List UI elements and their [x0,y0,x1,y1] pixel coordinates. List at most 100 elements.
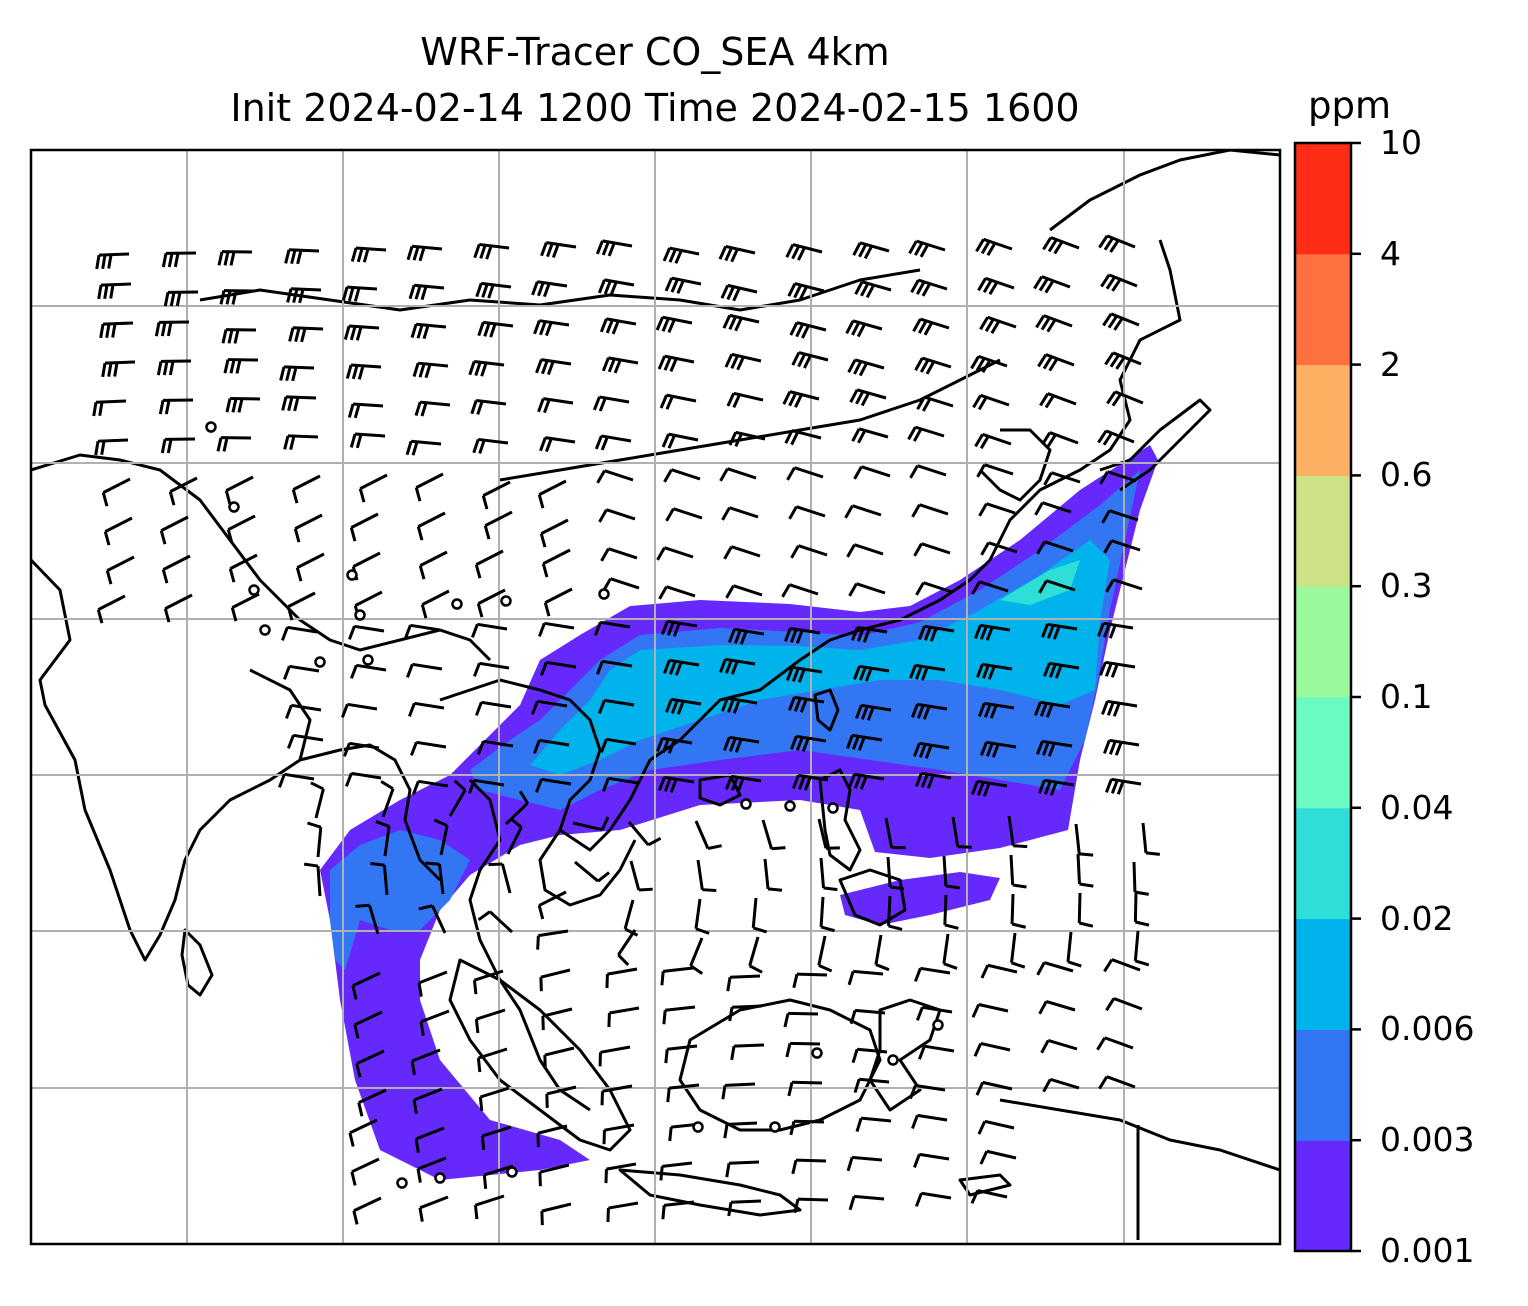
wind-barb [602,577,640,592]
wind-barb [538,1163,570,1187]
wind-barb-feather [1097,622,1105,637]
wind-barb [1106,390,1144,407]
wind-barb-feather [803,776,812,791]
wind-barb [94,438,129,456]
wind-barb-feather [915,1192,923,1207]
wind-barb-feather [480,362,488,377]
wind-barb-shaft [793,1119,825,1124]
wind-barb-feather [655,316,664,331]
wind-barb-feather [989,704,998,719]
wind-barb-feather [405,440,413,456]
wind-barb-shaft [354,590,383,607]
wind-barb [1007,815,1028,849]
wind-barb-feather [223,251,230,266]
wind-barb-feather [674,661,683,676]
wind-barb [408,283,445,301]
wind-barb-shaft [475,549,504,566]
wind-barb [1034,501,1072,516]
wind-barb [161,554,191,584]
wind-barb-feather [980,240,991,255]
wind-barb-feather [468,779,476,794]
wind-barb-shaft [415,1126,445,1141]
wind-barb-feather [408,284,416,300]
wind-barb-shaft [921,542,951,555]
wind-barb-feather [985,742,994,757]
coastline-philippines-luzon [818,768,862,872]
calm-wind-marker [396,1177,408,1189]
wind-barb-shaft [923,581,953,594]
calm-wind-marker [769,1121,781,1133]
wind-barb-shaft [541,1202,572,1213]
wind-barb [539,436,576,453]
wind-barb [724,352,762,371]
wind-barb-feather [285,366,292,382]
wind-barb-feather [347,287,355,302]
wind-barb [943,894,959,930]
wind-barb-shaft [694,820,710,850]
wind-barb-feather [551,243,560,259]
wind-barb-shaft [1007,815,1015,846]
colorbar-tick-label: 4 [1380,233,1401,273]
wind-barb-feather [592,396,601,411]
wind-barb-shaft [600,1045,631,1054]
wind-barb-feather [728,431,738,446]
wind-barb [420,589,450,619]
wind-barb-shaft [858,1077,890,1084]
map-frame [29,148,1282,1246]
wind-barb [538,621,575,637]
wind-barb [1105,777,1142,795]
wind-barb-feather [848,1195,856,1211]
wind-barb [353,1010,383,1039]
wind-barb-shaft [291,703,322,712]
wind-barb-feather [408,702,416,717]
wind-barb [414,472,444,502]
wind-barb-feather [1108,624,1117,639]
wind-barb-feather [1038,779,1046,794]
wind-barb [349,432,386,449]
wind-barb-shaft [1133,891,1138,923]
wind-barb-feather [974,433,984,448]
wind-barb-feather [790,544,800,559]
wind-barb-feather [352,1210,359,1225]
wind-barb-shaft [296,552,325,569]
wind-barb-feather [1040,1039,1050,1054]
wind-barb [1101,699,1138,717]
wind-barb-feather [916,704,925,719]
wind-barb [911,503,949,518]
wind-barb-feather [154,322,161,337]
wind-barb-shaft [856,582,886,595]
wind-barb-shaft [418,970,448,985]
calm-wind-marker [887,1054,899,1066]
wind-barb [665,507,703,522]
wind-barb [915,771,952,789]
wind-barb-feather [103,284,109,299]
wind-barb-shaft [481,700,512,709]
map-title-line1: WRF-Tracer CO_SEA 4km [420,30,890,74]
wind-barb-feather [350,247,358,262]
wind-barb-feather [913,242,924,256]
wind-barb-shaft [1111,539,1141,552]
wind-barb-feather [923,321,934,336]
wind-barb-feather [988,281,999,295]
wind-barb-shaft [667,1044,698,1051]
wind-barb-feather [851,1048,859,1064]
wind-barb-feather [855,390,865,405]
wind-barb [545,1085,577,1109]
wind-barb-feather [920,773,929,788]
wind-barb-shaft [608,1201,639,1210]
wind-barb-feather [279,366,286,381]
wind-barb [788,505,826,520]
wind-barb-feather [1038,1000,1048,1015]
wind-barb-shaft [1111,958,1141,972]
wind-barb-feather [350,1171,357,1186]
wind-barb [1096,1036,1134,1051]
wind-barb [341,702,378,718]
wind-barb [284,248,320,265]
wind-barb-feather [719,658,727,673]
wind-barb [477,739,514,755]
coastline-philippines-south [838,868,907,927]
wind-barb-shaft [1074,823,1081,854]
wind-barb [598,1045,631,1067]
wind-barb [535,777,572,793]
wind-barb [979,315,1017,334]
